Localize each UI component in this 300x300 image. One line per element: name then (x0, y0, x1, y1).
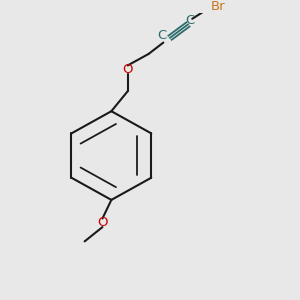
Text: Br: Br (211, 0, 226, 13)
Text: C: C (157, 29, 167, 43)
Text: O: O (97, 216, 108, 229)
Text: O: O (122, 63, 133, 76)
Text: C: C (185, 14, 195, 27)
